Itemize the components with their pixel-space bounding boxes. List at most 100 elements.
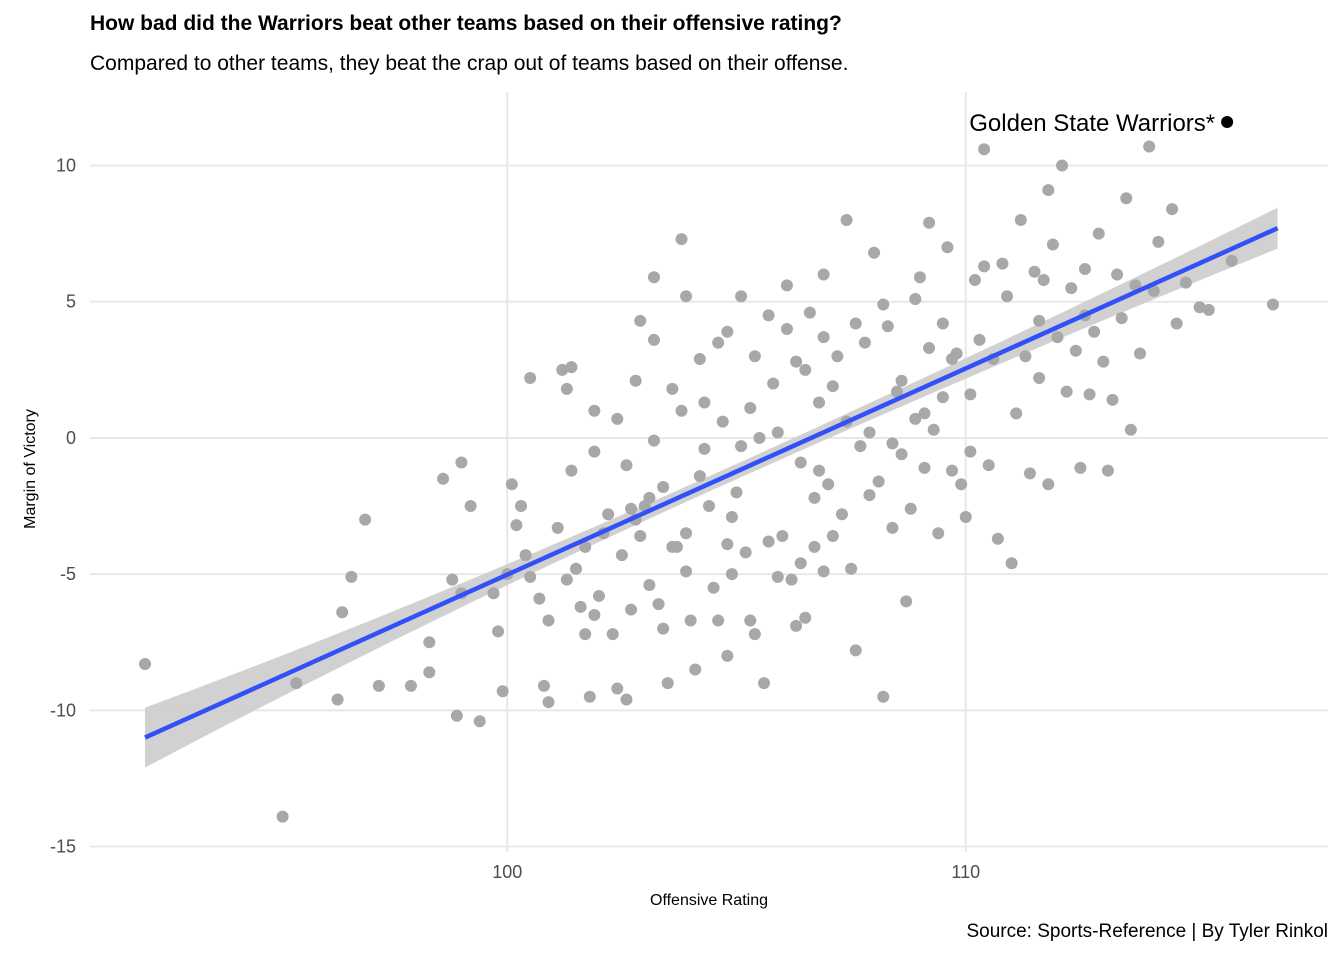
- data-point: [776, 530, 789, 543]
- y-axis-title: Margin of Victory: [22, 409, 39, 529]
- data-point: [1056, 159, 1069, 172]
- data-point: [505, 478, 518, 491]
- data-point: [771, 570, 784, 583]
- data-point: [753, 431, 766, 444]
- data-point: [941, 241, 954, 254]
- highlight-label: Golden State Warriors*: [969, 110, 1215, 137]
- data-point: [1143, 140, 1156, 153]
- data-point: [666, 540, 679, 553]
- data-point: [1134, 347, 1147, 360]
- data-point: [496, 685, 509, 698]
- data-point: [895, 448, 908, 461]
- data-point: [583, 690, 596, 703]
- data-point: [1005, 557, 1018, 570]
- data-point: [423, 636, 436, 649]
- data-point: [725, 568, 738, 581]
- data-point: [817, 565, 830, 578]
- data-point: [643, 491, 656, 504]
- data-point: [895, 374, 908, 387]
- chart-caption: Source: Sports-Reference | By Tyler Rink…: [966, 921, 1328, 942]
- data-point: [982, 459, 995, 472]
- chart-subtitle: Compared to other teams, they beat the c…: [90, 52, 849, 75]
- data-point: [877, 298, 890, 311]
- data-point: [739, 546, 752, 559]
- data-point: [336, 606, 349, 619]
- data-point: [437, 472, 450, 485]
- data-point: [808, 491, 821, 504]
- data-point: [1120, 192, 1133, 205]
- data-point: [964, 388, 977, 401]
- data-point: [771, 426, 784, 439]
- data-point: [780, 322, 793, 335]
- data-point: [1152, 235, 1165, 248]
- data-point: [936, 391, 949, 404]
- data-point: [817, 331, 830, 344]
- confidence-ribbon: [145, 207, 1278, 768]
- data-point: [790, 355, 803, 368]
- y-tick-label: 5: [66, 292, 76, 312]
- data-point: [1028, 265, 1041, 278]
- data-point: [537, 679, 550, 692]
- data-point: [1060, 385, 1073, 398]
- data-point: [1124, 423, 1137, 436]
- data-point: [588, 609, 601, 622]
- data-point: [551, 521, 564, 534]
- data-point: [450, 709, 463, 722]
- data-point: [276, 810, 289, 823]
- data-point: [762, 309, 775, 322]
- data-point: [1179, 276, 1192, 289]
- data-point: [570, 562, 583, 575]
- data-point: [845, 562, 858, 575]
- data-point: [620, 693, 633, 706]
- data-point: [932, 527, 945, 540]
- data-point: [831, 350, 844, 363]
- trend-line-layer: [144, 226, 1279, 740]
- data-point: [666, 382, 679, 395]
- data-point: [712, 336, 725, 349]
- data-point: [1266, 298, 1279, 311]
- data-point: [652, 598, 665, 611]
- data-point: [877, 690, 890, 703]
- data-point: [735, 290, 748, 303]
- data-point: [611, 412, 624, 425]
- data-point: [813, 464, 826, 477]
- data-point: [560, 573, 573, 586]
- data-point: [1111, 268, 1124, 281]
- data-point: [1078, 263, 1091, 276]
- data-point: [790, 619, 803, 632]
- data-point: [560, 382, 573, 395]
- data-point: [799, 363, 812, 376]
- data-point: [698, 442, 711, 455]
- data-point: [918, 461, 931, 474]
- data-point: [634, 314, 647, 327]
- x-axis-title: Offensive Rating: [650, 892, 768, 909]
- data-points: [139, 140, 1279, 823]
- data-point: [1033, 372, 1046, 385]
- data-point: [822, 478, 835, 491]
- data-point: [748, 350, 761, 363]
- data-point: [1046, 238, 1059, 251]
- data-point: [721, 325, 734, 338]
- data-point: [964, 445, 977, 458]
- data-point: [785, 573, 798, 586]
- data-point: [767, 377, 780, 390]
- data-point: [1193, 301, 1206, 314]
- data-point: [675, 404, 688, 417]
- data-point: [657, 622, 670, 635]
- data-point: [1074, 461, 1087, 474]
- data-point: [849, 644, 862, 657]
- data-point: [721, 538, 734, 551]
- tick-labels: 10 5 0 -5 -10 -15 100 110: [50, 156, 980, 882]
- data-point: [744, 401, 757, 414]
- data-point: [689, 663, 702, 676]
- data-point: [849, 317, 862, 330]
- data-point: [423, 666, 436, 679]
- data-point: [923, 342, 936, 355]
- chart-title: How bad did the Warriors beat other team…: [90, 12, 842, 35]
- data-point: [991, 532, 1004, 545]
- y-tick-label: 10: [56, 156, 76, 176]
- data-point: [968, 273, 981, 286]
- trend-line: [144, 226, 1279, 740]
- data-point: [826, 380, 839, 393]
- data-point: [923, 216, 936, 229]
